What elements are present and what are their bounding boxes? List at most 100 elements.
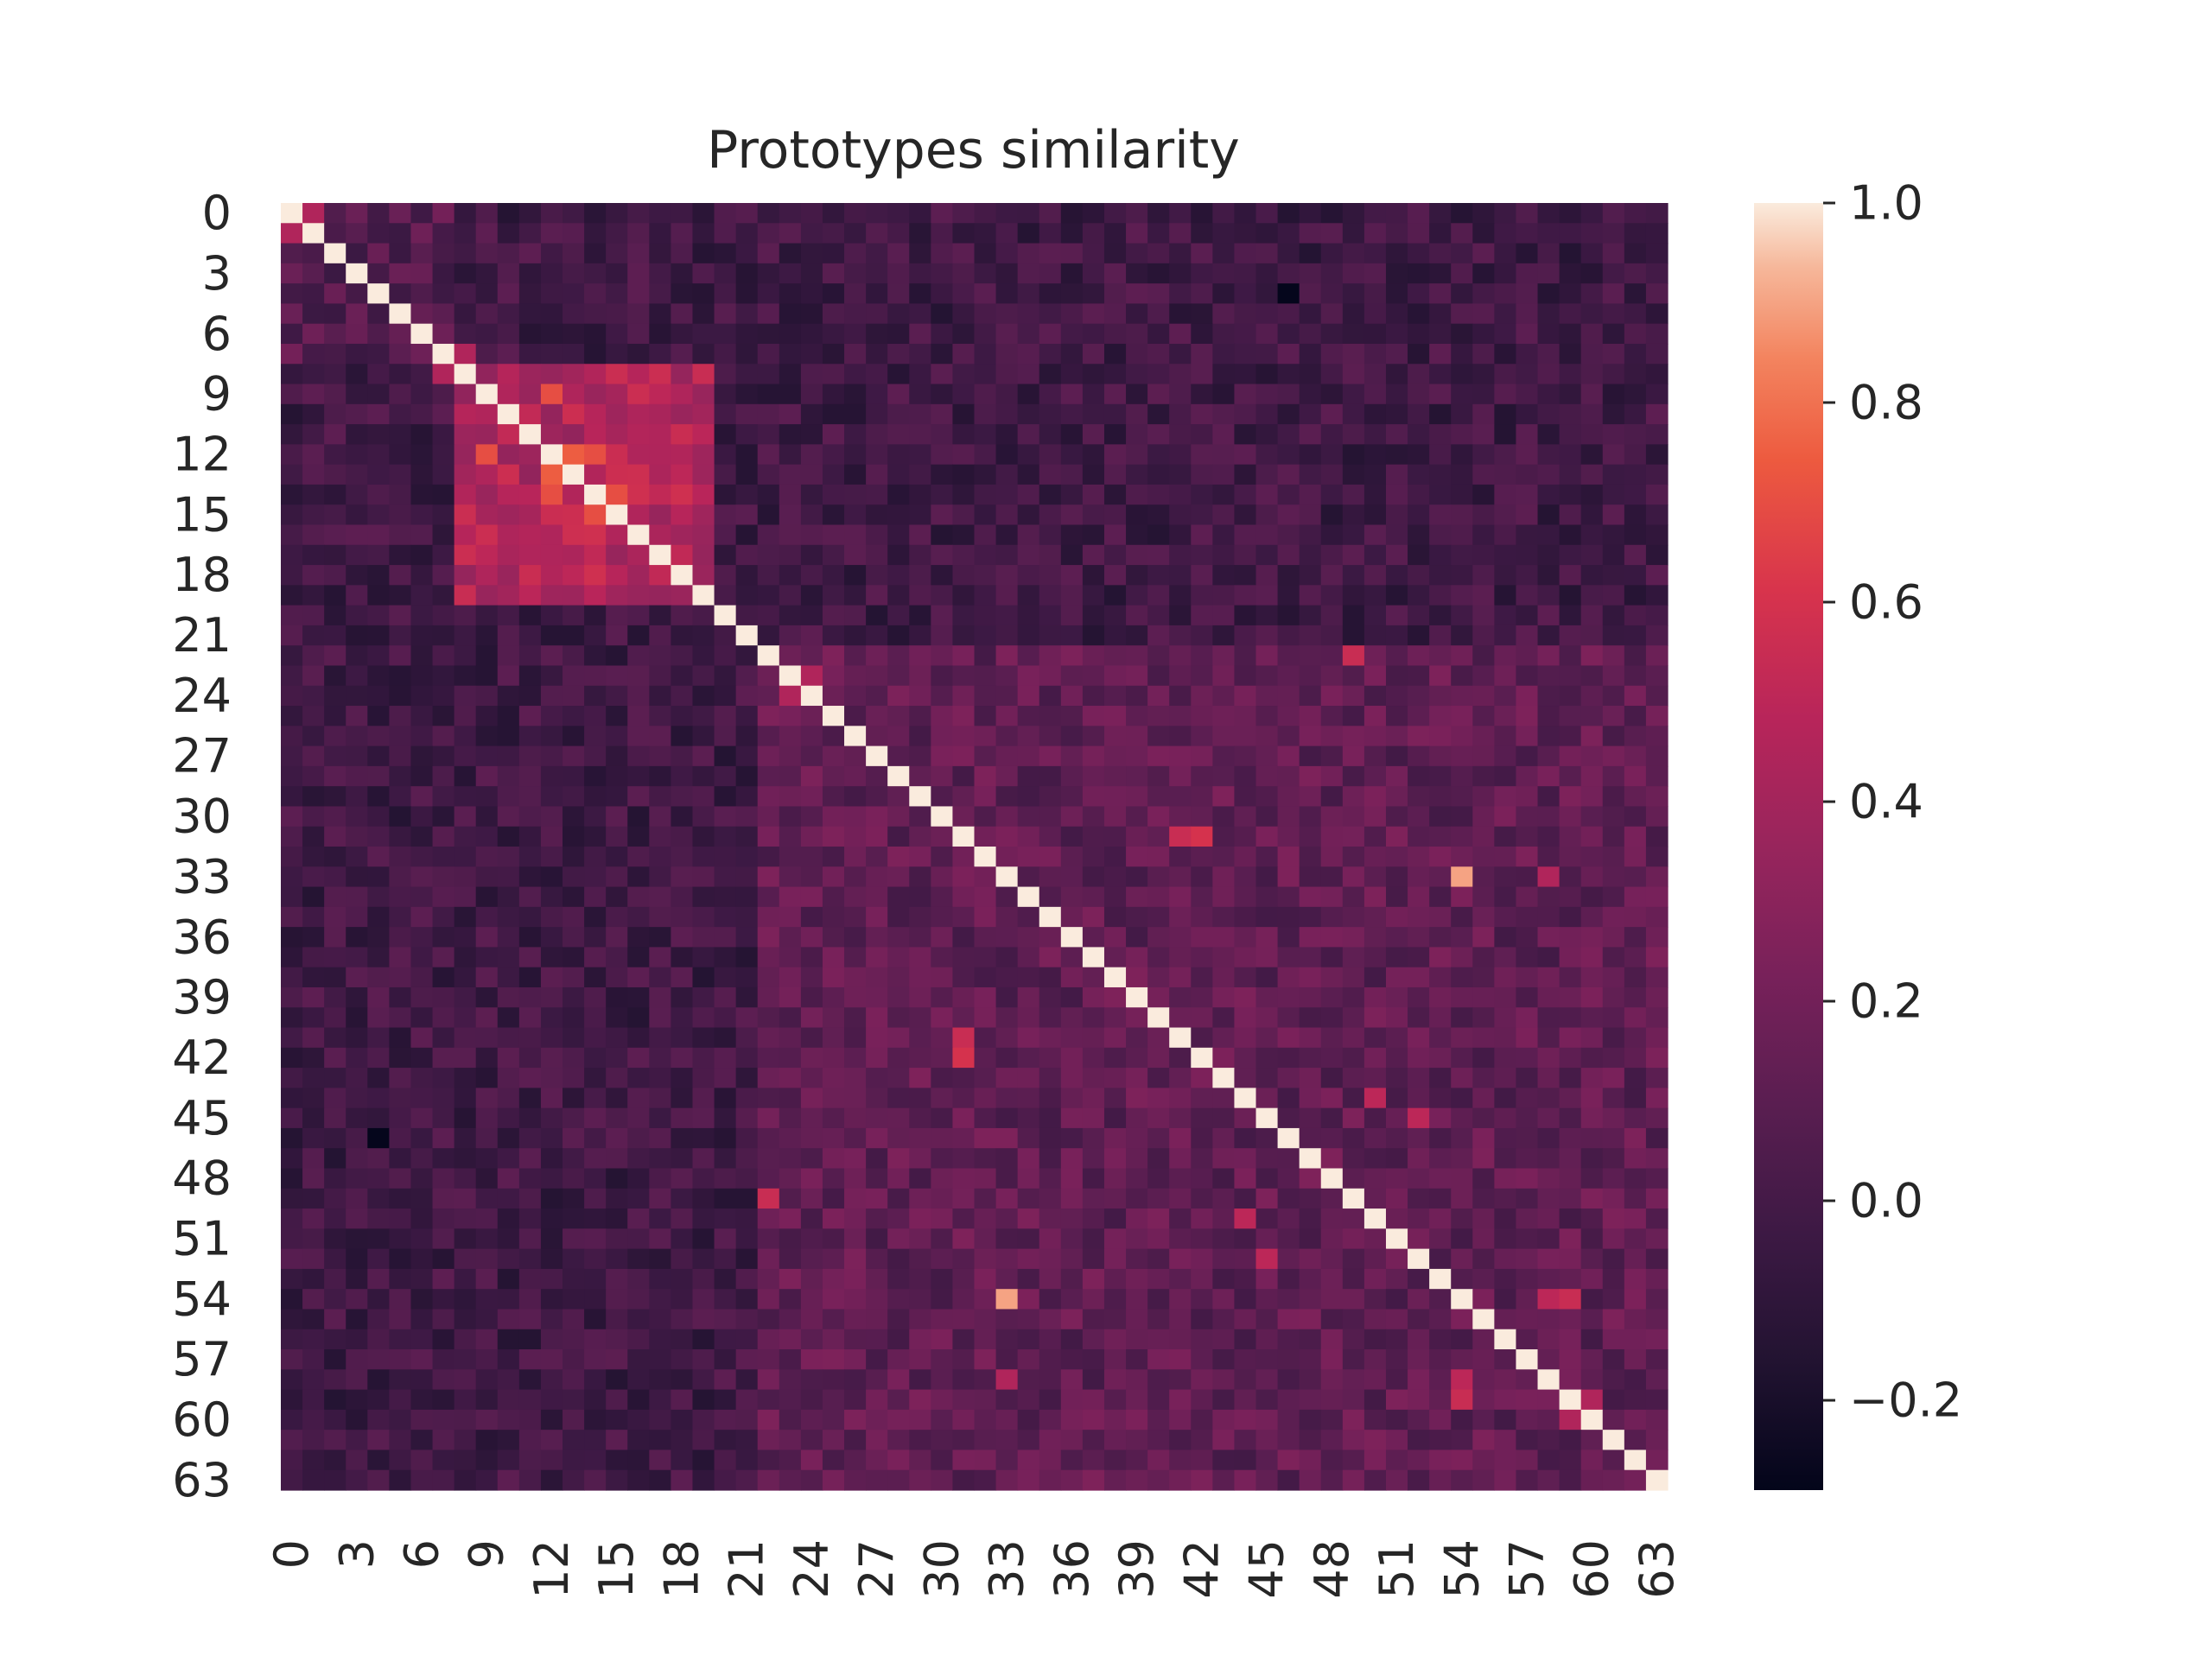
heatmap-cell <box>1320 223 1344 244</box>
heatmap-cell <box>1147 986 1170 1008</box>
heatmap-cell <box>931 726 954 747</box>
heatmap-cell <box>1212 645 1236 667</box>
heatmap-cell <box>627 1349 650 1370</box>
heatmap-cell <box>779 745 802 767</box>
heatmap-cell <box>1385 866 1408 888</box>
heatmap-cell <box>627 745 650 767</box>
heatmap-cell <box>1103 203 1127 224</box>
heatmap-cell <box>952 464 976 485</box>
heatmap-cell <box>1624 243 1647 264</box>
heatmap-cell <box>649 786 672 808</box>
heatmap-cell <box>540 484 563 505</box>
heatmap-cell <box>757 826 780 847</box>
heatmap-cell <box>627 685 650 707</box>
heatmap-cell <box>1342 1047 1365 1069</box>
heatmap-cell <box>1342 444 1365 466</box>
x-tick-label: 21 <box>720 1539 774 1599</box>
heatmap-cell <box>1060 1107 1084 1129</box>
heatmap-cell <box>1255 203 1279 224</box>
heatmap-cell <box>1234 866 1257 888</box>
heatmap-cell <box>1103 745 1127 767</box>
heatmap-cell <box>974 605 997 626</box>
heatmap-cell <box>757 343 780 365</box>
heatmap-cell <box>497 927 520 948</box>
heatmap-cell <box>584 986 607 1008</box>
heatmap-cell <box>1645 726 1669 747</box>
heatmap-cell <box>649 1248 672 1270</box>
heatmap-cell <box>1017 706 1040 726</box>
heatmap-cell <box>1299 706 1322 726</box>
heatmap-cell <box>1126 786 1148 808</box>
heatmap-cell <box>1060 786 1084 808</box>
heatmap-cell <box>866 986 888 1008</box>
heatmap-cell <box>974 1369 997 1391</box>
heatmap-cell <box>1299 1068 1322 1088</box>
heatmap-cell <box>822 685 845 707</box>
heatmap-cell <box>779 585 802 606</box>
heatmap-cell <box>518 1469 542 1491</box>
heatmap-cell <box>497 424 520 445</box>
heatmap-cell <box>1559 283 1582 305</box>
heatmap-cell <box>974 223 997 244</box>
heatmap-cell <box>1234 343 1257 365</box>
heatmap-cell <box>540 986 563 1008</box>
heatmap-cell <box>1060 1430 1084 1451</box>
heatmap-cell <box>1429 223 1452 244</box>
heatmap-cell <box>497 565 520 586</box>
heatmap-cell <box>584 223 607 244</box>
heatmap-cell <box>563 1469 585 1491</box>
heatmap-cell <box>1082 303 1105 325</box>
heatmap-cell <box>779 625 802 646</box>
heatmap-cell <box>995 1047 1019 1069</box>
heatmap-cell <box>1039 1088 1062 1109</box>
heatmap-cell <box>1191 1168 1213 1189</box>
heatmap-cell <box>1624 665 1647 687</box>
heatmap-cell <box>497 1007 520 1029</box>
heatmap-cell <box>1537 1349 1560 1370</box>
heatmap-cell <box>1147 1289 1170 1310</box>
heatmap-cell <box>1060 685 1084 707</box>
heatmap-cell <box>1126 323 1148 345</box>
heatmap-cell <box>497 585 520 606</box>
heatmap-cell <box>302 544 325 566</box>
heatmap-cell <box>779 1349 802 1370</box>
heatmap-cell <box>1624 806 1647 828</box>
heatmap-cell <box>1602 1088 1625 1109</box>
heatmap-cell <box>410 1148 434 1170</box>
heatmap-cell <box>410 323 434 345</box>
heatmap-cell <box>714 806 737 828</box>
heatmap-cell <box>1082 464 1105 485</box>
heatmap-cell <box>518 1228 542 1250</box>
heatmap-cell <box>1169 906 1192 928</box>
heatmap-cell <box>974 1248 997 1270</box>
heatmap-cell <box>1060 504 1084 526</box>
heatmap-cell <box>1645 1289 1669 1310</box>
heatmap-cell <box>779 906 802 928</box>
heatmap-cell <box>454 1430 477 1451</box>
heatmap-cell <box>844 1068 867 1088</box>
heatmap-cell <box>1320 323 1344 345</box>
heatmap-cell <box>1516 1329 1539 1350</box>
heatmap-cell <box>302 203 325 224</box>
heatmap-cell <box>1363 585 1387 606</box>
heatmap-cell <box>1408 967 1430 988</box>
heatmap-cell <box>497 706 520 726</box>
heatmap-cell <box>475 544 499 566</box>
heatmap-cell <box>974 1188 997 1209</box>
heatmap-cell <box>1017 1268 1040 1290</box>
heatmap-cell <box>1472 1409 1495 1430</box>
heatmap-cell <box>1580 1088 1604 1109</box>
heatmap-cell <box>1451 806 1473 828</box>
heatmap-cell <box>1103 706 1127 726</box>
heatmap-cell <box>563 565 585 586</box>
heatmap-cell <box>822 866 845 888</box>
heatmap-cell <box>931 1349 954 1370</box>
heatmap-cell <box>1039 444 1062 466</box>
heatmap-cell <box>1385 323 1408 345</box>
heatmap-cell <box>1537 645 1560 667</box>
heatmap-cell <box>1408 1088 1430 1109</box>
heatmap-cell <box>931 1107 954 1129</box>
heatmap-cell <box>1212 1248 1236 1270</box>
heatmap-cell <box>1147 1007 1170 1029</box>
heatmap-cell <box>1537 967 1560 988</box>
